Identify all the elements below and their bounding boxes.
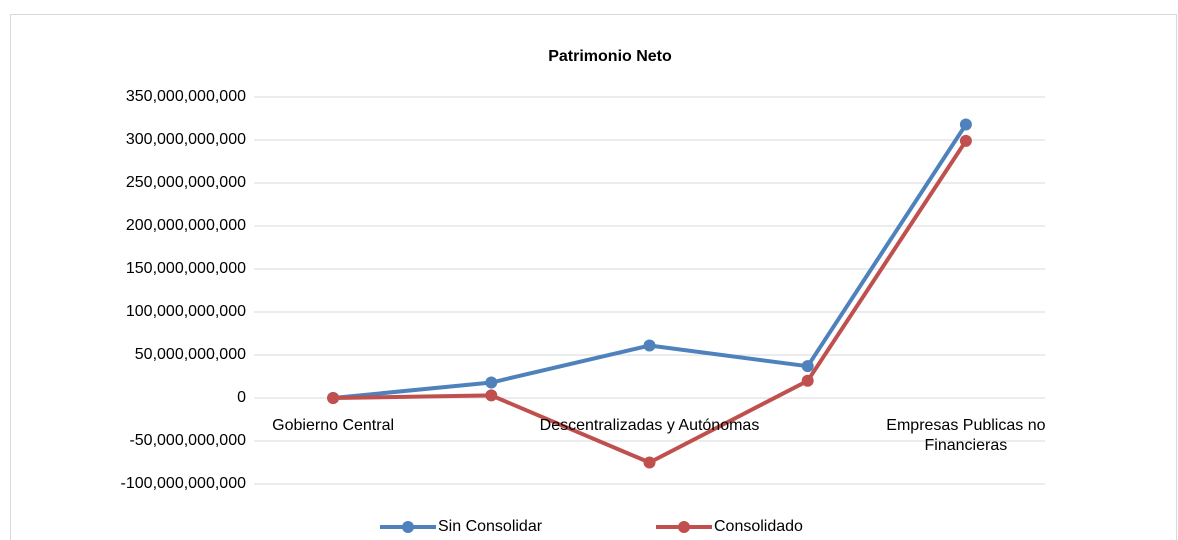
legend-label: Sin Consolidar (438, 518, 543, 535)
x-tick-label: Descentralizadas y Autónomas (539, 417, 760, 434)
y-tick-label: 50,000,000,000 (135, 346, 246, 363)
chart-title: Patrimonio Neto (548, 48, 672, 65)
point (959, 118, 972, 131)
point (327, 392, 340, 404)
legend-marker (678, 521, 690, 533)
legend-label: Consolidado (714, 518, 803, 535)
point (643, 456, 656, 469)
y-tick-label: 250,000,000,000 (126, 174, 246, 191)
x-tick-label: Empresas Publicas no Financieras (886, 417, 1046, 454)
y-tick-label: -100,000,000,000 (121, 475, 247, 492)
y-tick-label: 200,000,000,000 (126, 217, 246, 234)
y-tick-label: 100,000,000,000 (126, 303, 246, 320)
point (485, 389, 498, 402)
point (485, 376, 498, 389)
point (801, 374, 814, 387)
point (959, 134, 972, 147)
point (643, 339, 656, 352)
y-tick-label: -50,000,000,000 (129, 432, 246, 449)
y-tick-label: 150,000,000,000 (126, 260, 246, 277)
x-tick-label: Gobierno Central (272, 417, 395, 434)
y-tick-label: 0 (237, 389, 246, 406)
y-tick-label: 300,000,000,000 (126, 131, 246, 148)
y-tick-label: 350,000,000,000 (126, 88, 246, 105)
chart-frame (10, 14, 1177, 540)
legend-marker (402, 521, 414, 533)
point (801, 360, 814, 373)
